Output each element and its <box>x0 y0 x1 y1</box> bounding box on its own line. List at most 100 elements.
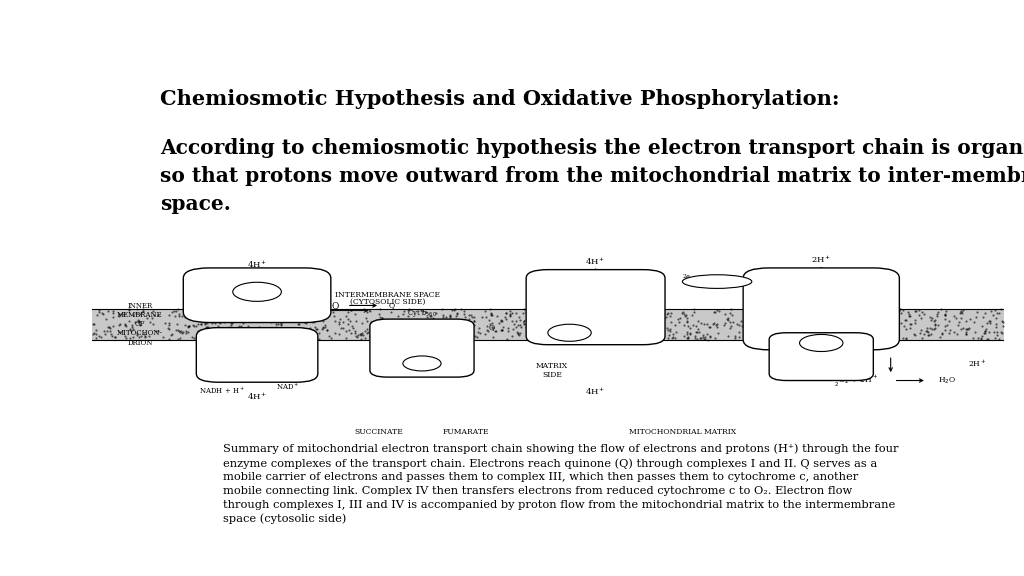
Text: FAD: FAD <box>413 361 426 366</box>
Point <box>238 308 254 317</box>
Text: According to chemiosmotic hypothesis the electron transport chain is organized
s: According to chemiosmotic hypothesis the… <box>160 138 1024 214</box>
Point <box>812 320 828 329</box>
Point <box>922 312 938 321</box>
Point <box>315 309 332 318</box>
Point <box>957 329 974 339</box>
Point <box>817 324 834 333</box>
Point <box>835 312 851 321</box>
Point <box>498 314 514 323</box>
Point <box>781 306 798 315</box>
Point <box>105 321 122 331</box>
Point <box>314 324 331 334</box>
Point <box>129 330 145 339</box>
Point <box>572 324 589 333</box>
Point <box>868 313 885 323</box>
Point <box>284 313 300 322</box>
Point <box>720 332 736 341</box>
Point <box>106 332 123 342</box>
Point <box>248 312 264 321</box>
Point <box>204 323 220 332</box>
Point <box>527 332 544 341</box>
Point <box>522 329 539 338</box>
Point <box>722 318 738 327</box>
Point <box>649 319 666 328</box>
Point <box>817 305 834 314</box>
Point <box>245 334 261 343</box>
Text: $\frac{1}{2}$O$_2$ + 2H$^+$: $\frac{1}{2}$O$_2$ + 2H$^+$ <box>834 373 878 389</box>
Point <box>890 327 906 336</box>
Point <box>924 313 940 322</box>
Point <box>757 309 773 319</box>
Point <box>232 313 249 322</box>
Point <box>452 315 468 324</box>
Point <box>798 308 814 317</box>
Point <box>851 323 867 332</box>
Point <box>994 317 1011 327</box>
Point <box>913 307 930 316</box>
Point <box>740 315 757 324</box>
Point <box>811 305 827 314</box>
Point <box>365 328 381 338</box>
Point <box>91 332 108 341</box>
Point <box>986 305 1002 314</box>
Point <box>268 310 285 320</box>
Point <box>976 329 992 338</box>
Point <box>422 312 438 321</box>
Point <box>131 332 147 342</box>
Point <box>180 321 197 331</box>
Point <box>568 327 585 336</box>
Point <box>196 331 212 340</box>
Point <box>723 322 739 331</box>
Point <box>483 310 500 320</box>
Point <box>214 335 230 344</box>
Point <box>199 331 215 340</box>
Point <box>660 331 677 340</box>
Point <box>223 321 240 330</box>
Point <box>140 331 157 340</box>
Point <box>651 331 668 340</box>
Point <box>442 317 459 326</box>
Point <box>746 314 763 323</box>
Point <box>716 320 732 329</box>
Point <box>324 334 340 343</box>
Point <box>994 321 1011 331</box>
Point <box>224 328 241 337</box>
Point <box>546 313 562 323</box>
Point <box>670 314 686 324</box>
Point <box>343 305 359 314</box>
Point <box>268 306 285 316</box>
Point <box>861 309 878 318</box>
Point <box>558 316 574 325</box>
Point <box>594 329 610 339</box>
Point <box>128 309 144 318</box>
Point <box>765 307 781 316</box>
Point <box>484 322 501 331</box>
Point <box>579 329 595 338</box>
Point <box>787 320 804 329</box>
Point <box>204 324 220 334</box>
Point <box>529 320 546 329</box>
Point <box>919 323 935 332</box>
Point <box>377 333 393 342</box>
Point <box>457 323 473 332</box>
Point <box>253 331 269 340</box>
Point <box>596 324 612 334</box>
Point <box>266 332 283 341</box>
Point <box>450 328 466 337</box>
Point <box>957 324 974 334</box>
Point <box>626 332 642 341</box>
Point <box>590 332 606 342</box>
Point <box>123 327 139 336</box>
Point <box>802 333 818 342</box>
Point <box>660 325 677 334</box>
Point <box>371 309 387 319</box>
Point <box>951 318 968 327</box>
Point <box>680 333 696 342</box>
Point <box>587 305 603 314</box>
Point <box>340 314 356 324</box>
Point <box>815 320 831 329</box>
Point <box>891 307 907 316</box>
Point <box>331 317 347 327</box>
Point <box>553 322 569 331</box>
Point <box>400 305 417 314</box>
